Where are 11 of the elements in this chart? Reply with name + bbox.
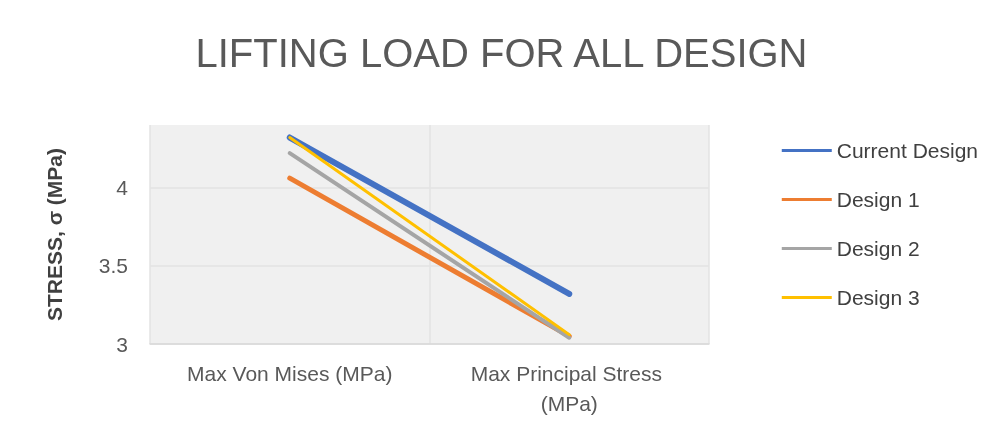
legend-label: Design 2 (836, 237, 920, 260)
y-tick-label: 4 (116, 176, 129, 200)
legend-label: Design 3 (836, 286, 920, 309)
y-tick-label: 3 (116, 332, 128, 356)
chart-title: LIFTING LOAD FOR ALL DESIGN (195, 31, 808, 75)
x-tick-label: Max Principal Stress (MPa) (470, 361, 668, 415)
legend-label: Design 1 (836, 188, 920, 211)
legend-label: Current Design (836, 139, 979, 162)
y-axis-title: STRESS, σ (MPa) (43, 147, 66, 322)
x-tick-label: Max Von Mises (MPa) (187, 361, 393, 385)
y-tick-label: 3.5 (98, 254, 128, 278)
